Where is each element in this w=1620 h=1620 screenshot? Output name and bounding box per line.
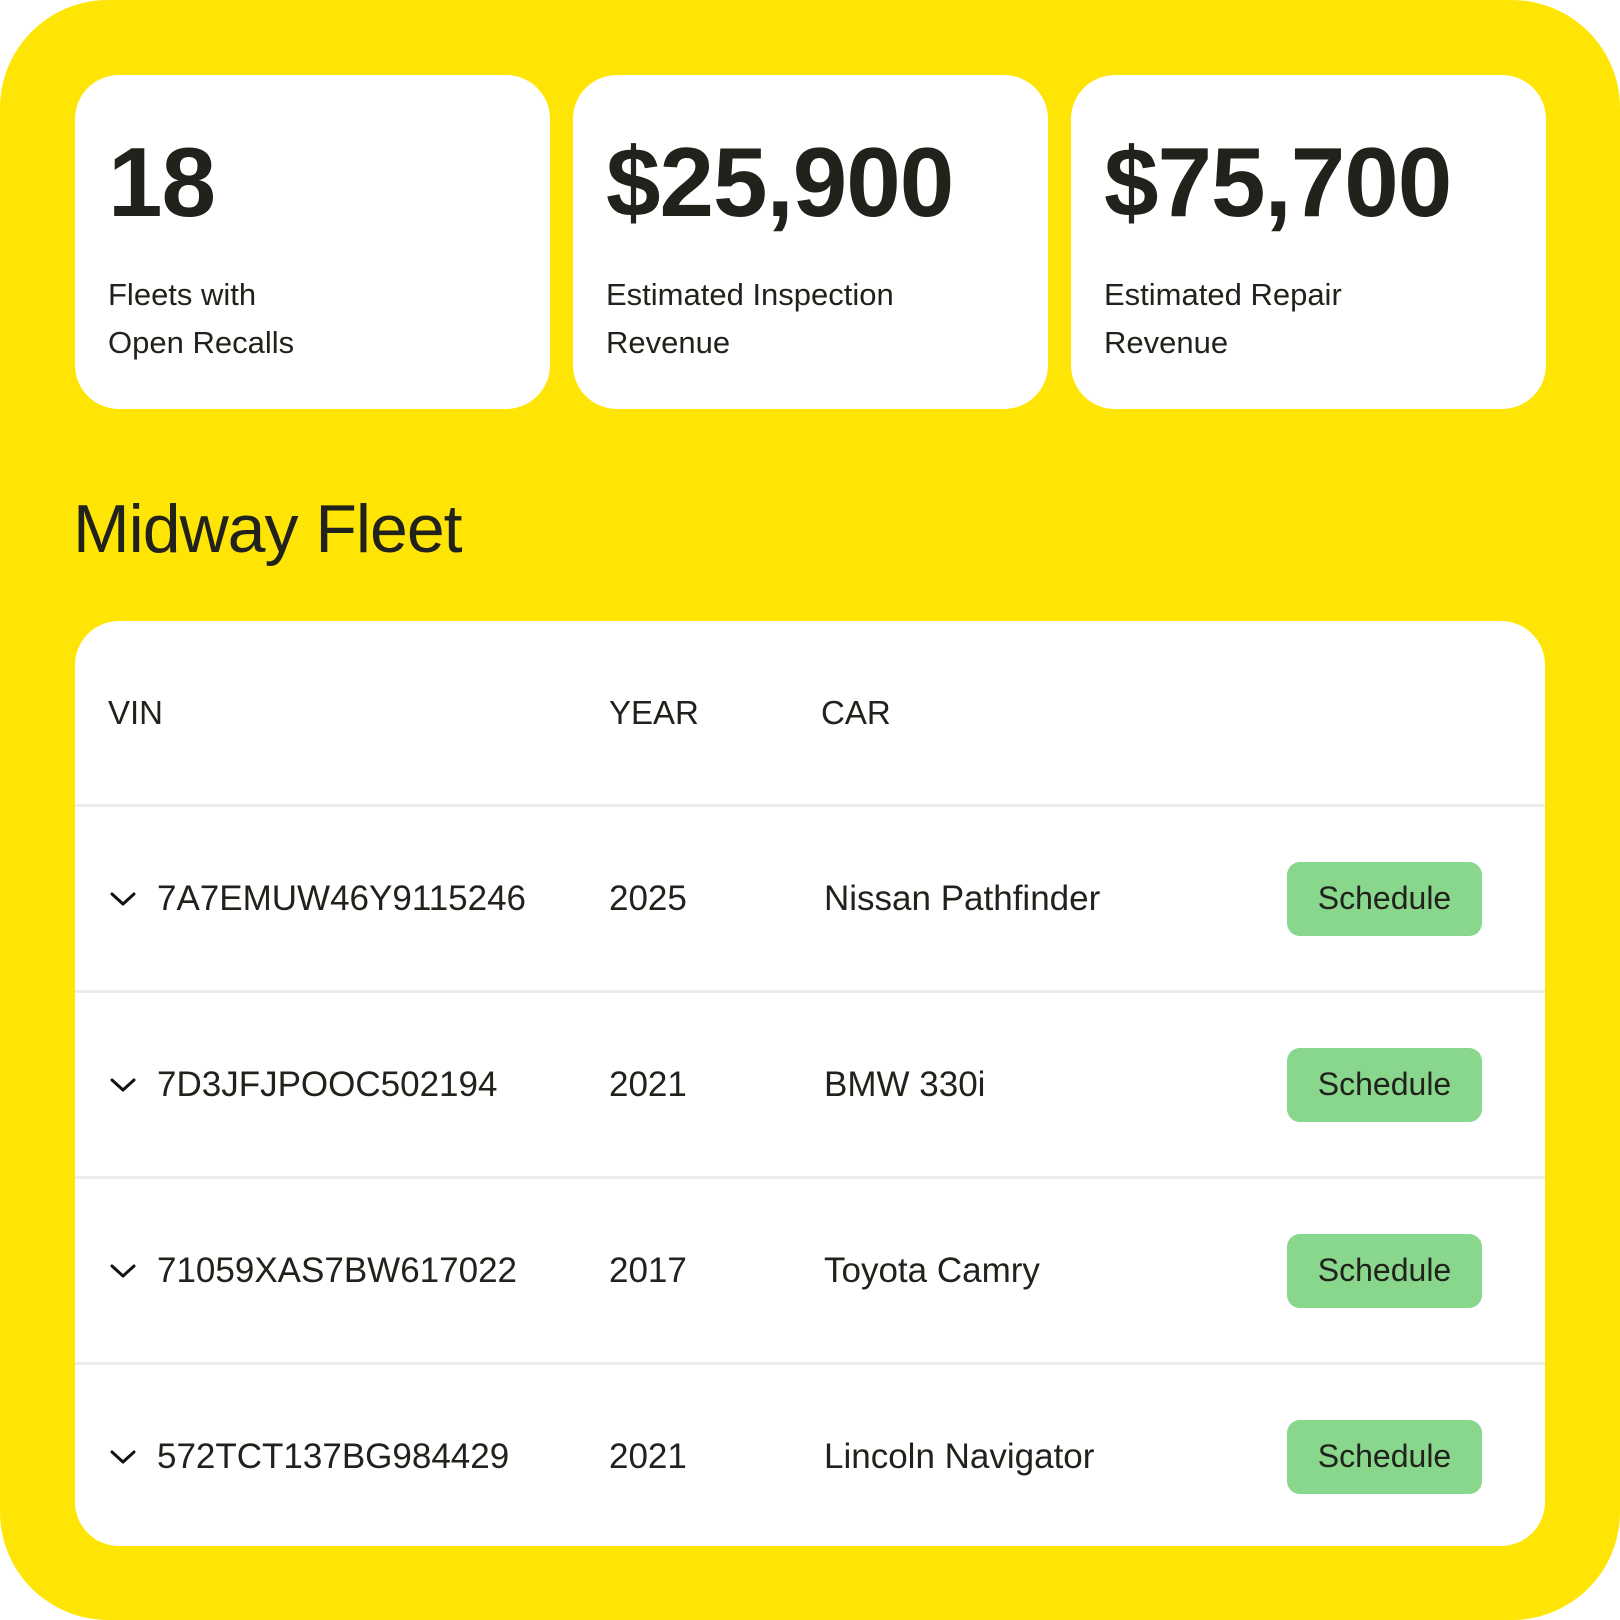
chevron-down-icon[interactable] xyxy=(109,889,137,909)
vin-cell: 572TCT137BG984429 xyxy=(157,1436,510,1476)
vin-cell: 7D3JFJPOOC502194 xyxy=(157,1064,498,1104)
schedule-button[interactable]: Schedule xyxy=(1287,1233,1482,1308)
schedule-button[interactable]: Schedule xyxy=(1287,1047,1482,1122)
year-cell: 2025 xyxy=(609,878,687,918)
vin-cell: 7A7EMUW46Y9115246 xyxy=(157,878,527,918)
car-cell: BMW 330i xyxy=(824,1064,986,1104)
column-header-year: YEAR xyxy=(609,694,699,731)
stat-label: Fleets with Open Recalls xyxy=(108,277,295,360)
column-header-vin: VIN xyxy=(108,694,164,731)
stat-label: Estimated Repair Revenue xyxy=(1104,277,1342,360)
stat-value: $25,900 xyxy=(606,127,954,237)
table-header: VIN YEAR CAR xyxy=(75,621,1545,807)
stat-value: $75,700 xyxy=(1104,127,1452,237)
stat-card-repair-revenue: $75,700 Estimated Repair Revenue xyxy=(1071,75,1546,409)
year-cell: 2017 xyxy=(609,1250,687,1290)
chevron-down-icon[interactable] xyxy=(109,1261,137,1281)
table-row: 7A7EMUW46Y9115246 2025 Nissan Pathfinder… xyxy=(75,807,1545,993)
stat-card-open-recalls: 18 Fleets with Open Recalls xyxy=(75,75,550,409)
vin-cell: 71059XAS7BW617022 xyxy=(157,1250,517,1290)
car-cell: Lincoln Navigator xyxy=(824,1436,1095,1476)
table-row: 572TCT137BG984429 2021 Lincoln Navigator… xyxy=(75,1365,1545,1546)
stat-label: Estimated Inspection Revenue xyxy=(606,277,894,360)
column-header-car: CAR xyxy=(821,694,891,731)
schedule-button[interactable]: Schedule xyxy=(1287,861,1482,936)
table-row: 71059XAS7BW617022 2017 Toyota Camry Sche… xyxy=(75,1179,1545,1365)
table-row: 7D3JFJPOOC502194 2021 BMW 330i Schedule xyxy=(75,993,1545,1179)
year-cell: 2021 xyxy=(609,1064,687,1104)
fleet-title: Midway Fleet xyxy=(73,491,463,567)
car-cell: Nissan Pathfinder xyxy=(824,878,1101,918)
stat-value: 18 xyxy=(108,127,216,237)
chevron-down-icon[interactable] xyxy=(109,1447,137,1467)
vehicle-table: VIN YEAR CAR 7A7EMUW46Y9115246 2025 Niss… xyxy=(75,621,1545,1546)
chevron-down-icon[interactable] xyxy=(109,1075,137,1095)
car-cell: Toyota Camry xyxy=(824,1250,1040,1290)
schedule-button[interactable]: Schedule xyxy=(1287,1419,1482,1494)
stat-card-inspection-revenue: $25,900 Estimated Inspection Revenue xyxy=(573,75,1048,409)
year-cell: 2021 xyxy=(609,1436,687,1476)
